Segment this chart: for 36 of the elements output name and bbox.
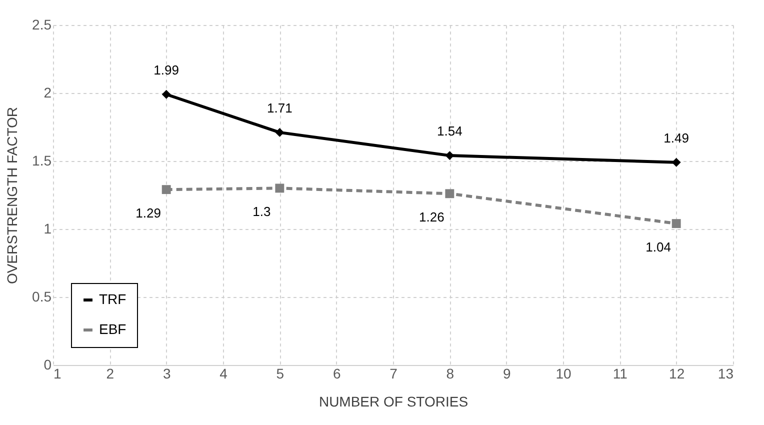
data-label: 1.3: [252, 204, 271, 220]
y-tick-label: 0: [44, 356, 52, 372]
point: [672, 219, 681, 228]
data-label: 1.04: [646, 240, 671, 255]
x-tick-label: 8: [446, 366, 454, 382]
x-tick-label: 4: [220, 366, 228, 382]
x-axis-title: NUMBER OF STORIES: [318, 394, 468, 410]
data-label: 1.49: [664, 130, 689, 146]
point: [445, 189, 454, 198]
x-tick-label: 11: [612, 366, 628, 382]
y-tick-label: 0.5: [32, 288, 52, 304]
data-label: 1.71: [267, 100, 292, 116]
x-tick-label: 9: [502, 366, 511, 382]
data-label: 1.99: [154, 62, 179, 78]
point: [162, 90, 171, 99]
y-axis-title: OVERSTRENGTH FACTOR: [4, 106, 20, 284]
y-tick-label: 1: [44, 220, 52, 236]
y-tick-label: 1.5: [32, 152, 52, 168]
data-label: 1.54: [437, 124, 462, 139]
x-tick-label: 6: [332, 366, 341, 382]
x-tick-label: 13: [718, 366, 734, 382]
x-tick-label: 5: [276, 366, 284, 382]
x-tick-label: 3: [162, 366, 171, 382]
point: [275, 184, 284, 193]
x-tick-label: 7: [390, 366, 398, 382]
x-tick-label: 10: [556, 366, 572, 382]
point: [162, 185, 171, 194]
y-tick-label: 2.5: [32, 16, 52, 32]
legend-label: EBF: [99, 321, 126, 337]
legend-label: TRF: [99, 291, 126, 307]
x-tick-label: 12: [669, 366, 685, 382]
data-label: 1.29: [136, 206, 161, 221]
x-tick-label: 2: [106, 366, 114, 382]
point: [275, 128, 284, 137]
data-label: 1.26: [419, 210, 444, 225]
y-tick-label: 2: [44, 84, 52, 100]
